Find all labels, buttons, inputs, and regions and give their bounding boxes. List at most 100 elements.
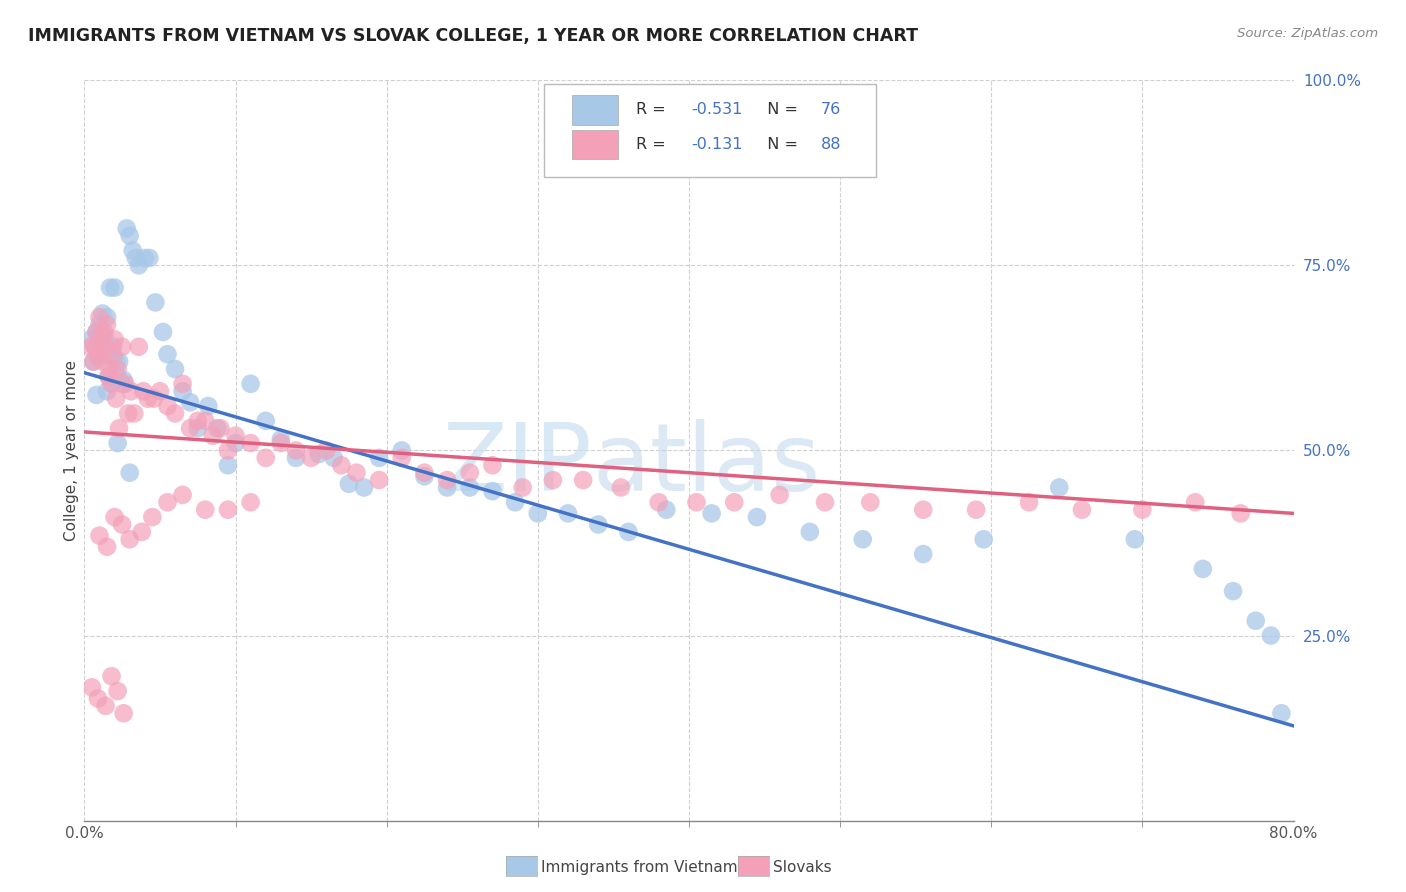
Point (648, 495, 671, 509)
Point (217, 458, 239, 473)
FancyBboxPatch shape (544, 84, 876, 177)
Point (93, 325, 115, 339)
Point (87, 351, 110, 365)
Point (346, 466, 368, 480)
Point (852, 533, 875, 547)
Point (122, 407, 145, 421)
Point (128, 259, 150, 273)
Point (912, 502, 935, 516)
Point (101, 340, 124, 354)
Point (96, 540, 118, 554)
Point (225, 436, 247, 450)
Point (655, 502, 678, 516)
Point (1192, 562, 1215, 576)
Point (152, 325, 174, 339)
Text: IMMIGRANTS FROM VIETNAM VS SLOVAK COLLEGE, 1 YEAR OR MORE CORRELATION CHART: IMMIGRANTS FROM VIETNAM VS SLOVAK COLLEG… (28, 27, 918, 45)
Point (165, 362, 187, 376)
Point (239, 495, 262, 509)
Point (1260, 628, 1282, 642)
Point (112, 706, 135, 721)
Text: Immigrants from Vietnam: Immigrants from Vietnam (541, 860, 738, 874)
Point (132, 384, 155, 399)
Point (179, 395, 201, 409)
Point (481, 458, 503, 473)
Point (197, 399, 219, 413)
Point (436, 473, 458, 487)
Point (125, 251, 148, 265)
Point (97, 369, 120, 384)
Point (107, 436, 129, 450)
Point (118, 533, 141, 547)
Point (120, 384, 142, 399)
Point (172, 384, 194, 399)
Point (322, 450, 344, 465)
Point (391, 450, 413, 465)
Point (217, 443, 239, 458)
Point (141, 510, 163, 524)
Point (194, 502, 217, 516)
Text: N =: N = (756, 137, 803, 153)
Point (134, 251, 156, 265)
Text: -0.531: -0.531 (692, 103, 742, 118)
Point (87, 347, 110, 361)
Point (86, 325, 108, 339)
Text: R =: R = (636, 137, 671, 153)
Point (165, 407, 187, 421)
Point (973, 533, 995, 547)
Point (1270, 706, 1292, 721)
Point (1047, 480, 1070, 494)
Point (94, 340, 117, 354)
Point (685, 495, 707, 509)
Point (814, 495, 837, 509)
Point (100, 669, 122, 683)
Point (308, 447, 330, 461)
Point (315, 443, 337, 458)
Point (527, 507, 550, 521)
Point (436, 480, 458, 494)
Text: Source: ZipAtlas.com: Source: ZipAtlas.com (1237, 27, 1378, 40)
Text: R =: R = (636, 103, 671, 118)
Point (912, 547, 935, 561)
Point (745, 510, 768, 524)
Point (254, 414, 277, 428)
Point (96, 310, 118, 325)
Point (91, 306, 114, 320)
Point (557, 507, 579, 521)
Point (201, 428, 224, 442)
Text: ZIP: ZIP (443, 419, 592, 511)
Point (107, 684, 129, 698)
Point (111, 340, 134, 354)
Point (859, 495, 882, 509)
Point (136, 392, 159, 406)
Point (100, 376, 122, 391)
Point (299, 450, 322, 465)
Point (86, 325, 108, 339)
Point (1123, 533, 1146, 547)
Text: -0.131: -0.131 (692, 137, 742, 153)
Point (1071, 502, 1094, 516)
Point (413, 469, 436, 483)
Point (572, 473, 595, 487)
Point (512, 480, 534, 494)
Point (97, 369, 120, 384)
Point (769, 488, 792, 502)
Point (128, 340, 150, 354)
Point (104, 332, 127, 346)
Point (94, 698, 117, 713)
Point (391, 443, 413, 458)
Point (79, 332, 101, 346)
Point (89, 310, 111, 325)
Point (187, 421, 209, 435)
Point (270, 433, 292, 447)
Point (1184, 495, 1206, 509)
Point (90, 325, 112, 339)
Point (111, 517, 134, 532)
Point (87, 691, 110, 706)
Point (118, 228, 141, 243)
Point (1244, 614, 1267, 628)
Point (588, 517, 610, 532)
Point (100, 376, 122, 391)
Point (458, 466, 481, 480)
Point (194, 414, 217, 428)
Point (368, 473, 391, 487)
